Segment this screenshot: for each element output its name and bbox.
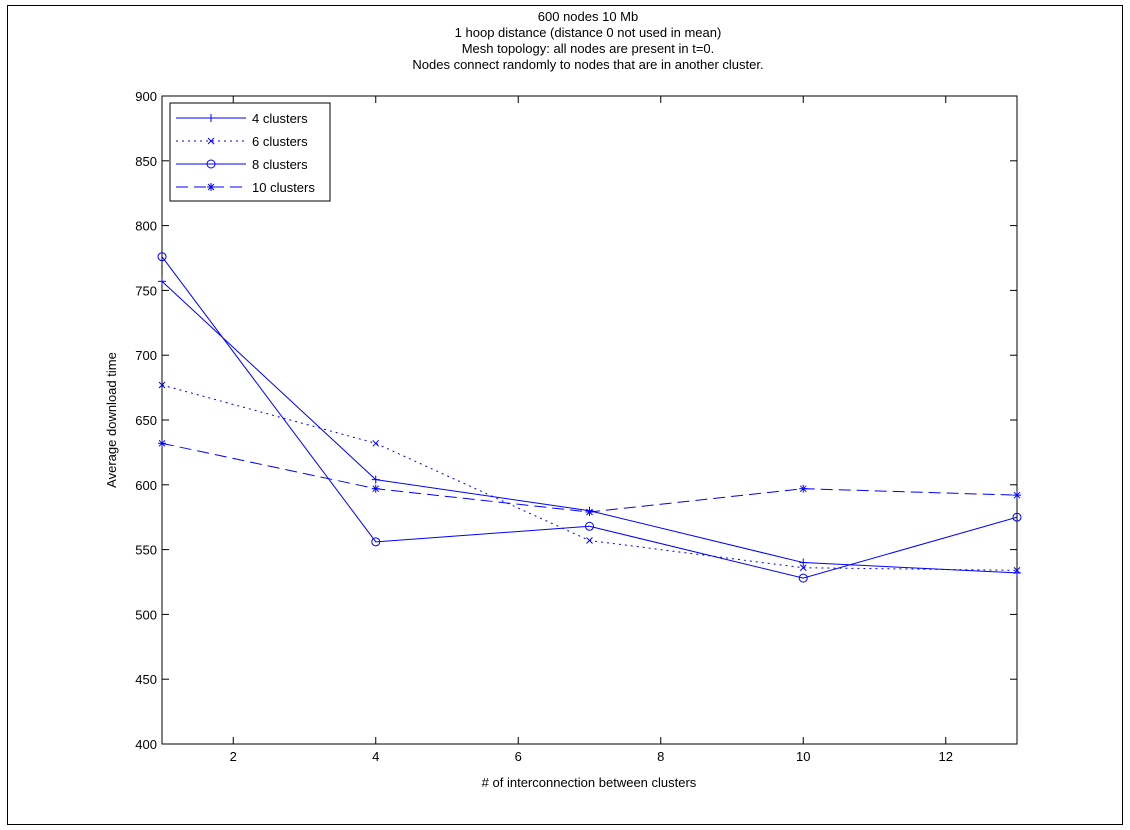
title-line-1: 600 nodes 10 Mb bbox=[538, 9, 638, 24]
series-3-point-2 bbox=[585, 508, 594, 517]
x-tick-label: 12 bbox=[939, 749, 953, 764]
legend-item-2: 8 clusters bbox=[176, 157, 308, 172]
legend-label: 6 clusters bbox=[252, 134, 308, 149]
series-1-point-4 bbox=[1013, 566, 1021, 574]
series-1-point-2 bbox=[586, 537, 593, 544]
legend-item-3: 10 clusters bbox=[176, 180, 315, 195]
series-3-point-0 bbox=[158, 439, 166, 448]
y-tick-label: 400 bbox=[135, 737, 157, 752]
y-tick-label: 600 bbox=[135, 478, 157, 493]
x-axis-ticks: 2 4 6 8 10 12 bbox=[230, 96, 953, 764]
y-tick-label: 750 bbox=[135, 283, 157, 298]
title-line-3: Mesh topology: all nodes are present in … bbox=[462, 41, 715, 56]
x-tick-label: 6 bbox=[515, 749, 522, 764]
series-0-point-1 bbox=[371, 475, 380, 484]
series-1-point-legend bbox=[207, 137, 215, 145]
y-tick-label: 550 bbox=[135, 543, 157, 558]
figure-frame bbox=[7, 5, 1123, 825]
series-line-2 bbox=[161, 256, 1018, 579]
legend-box bbox=[169, 102, 331, 202]
title-line-2: 1 hoop distance (distance 0 not used in … bbox=[455, 25, 722, 40]
legend-label: 10 clusters bbox=[252, 180, 315, 195]
series-3-point-4 bbox=[1013, 491, 1021, 500]
series-3-point-legend bbox=[207, 183, 215, 191]
y-axis-ticks: 400 450 500 550 600 650 700 750 800 850 900 bbox=[135, 89, 1017, 752]
x-axis-label: # of interconnection between clusters bbox=[482, 775, 697, 790]
x-tick-label: 8 bbox=[657, 749, 664, 764]
x-tick-label: 2 bbox=[230, 749, 237, 764]
y-tick-label: 800 bbox=[135, 219, 157, 234]
legend: 4 clusters 6 clusters 8 clusters 10 cluster… bbox=[169, 102, 331, 202]
x-tick-label: 4 bbox=[372, 749, 379, 764]
legend-label: 4 clusters bbox=[252, 111, 308, 126]
series-0-point-0 bbox=[158, 277, 166, 286]
title-line-4: Nodes connect randomly to nodes that are… bbox=[412, 57, 763, 72]
plot-area bbox=[161, 95, 1018, 745]
series-layer bbox=[157, 252, 1022, 583]
y-axis-label: Average download time bbox=[104, 352, 119, 488]
series-2-point-1 bbox=[371, 537, 381, 547]
y-tick-label: 500 bbox=[135, 607, 157, 622]
series-0-point-legend bbox=[207, 114, 215, 122]
series-2-point-2 bbox=[585, 521, 594, 531]
legend-item-0: 4 clusters bbox=[176, 111, 308, 126]
series-1-point-0 bbox=[158, 381, 166, 389]
series-2-point-0 bbox=[157, 252, 167, 262]
y-tick-label: 850 bbox=[135, 154, 157, 169]
y-tick-label: 900 bbox=[135, 89, 157, 104]
chart-title: 600 nodes 10 Mb 1 hoop distance (distanc… bbox=[412, 9, 763, 72]
y-tick-label: 450 bbox=[135, 672, 157, 687]
legend-item-1: 6 clusters bbox=[176, 134, 308, 149]
series-3-point-1 bbox=[371, 484, 380, 493]
series-2-point-4 bbox=[1012, 512, 1022, 522]
y-tick-label: 700 bbox=[135, 348, 157, 363]
series-2-point-legend bbox=[206, 159, 216, 169]
series-3-point-3 bbox=[799, 484, 808, 493]
series-1-point-3 bbox=[799, 564, 807, 572]
legend-label: 8 clusters bbox=[252, 157, 308, 172]
series-1-point-1 bbox=[372, 439, 380, 447]
x-tick-label: 10 bbox=[796, 749, 810, 764]
y-tick-label: 650 bbox=[135, 413, 157, 428]
series-2-point-3 bbox=[798, 573, 808, 583]
series-0-point-3 bbox=[799, 558, 808, 567]
